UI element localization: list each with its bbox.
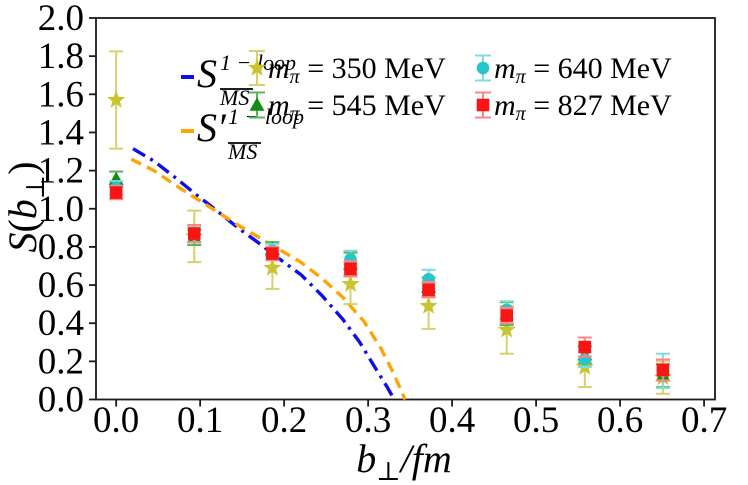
x-tick-label: 0.6: [597, 400, 643, 441]
marker-mpi-827: [656, 363, 670, 377]
legend-marker-mpi-640: [476, 61, 490, 75]
y-tick-label: 0.6: [38, 265, 84, 306]
marker-mpi-827: [500, 309, 514, 322]
y-tick-label: 1.4: [38, 112, 84, 153]
marker-mpi-350: [263, 258, 282, 276]
legend-curve-label-S-MSbar-1loop: S: [197, 51, 217, 96]
y-tick-label: 2.0: [38, 0, 84, 39]
legend-marker-mpi-827: [476, 98, 490, 112]
legend-marker-mpi-350: [247, 58, 267, 76]
x-tick-label: 0.2: [261, 400, 307, 441]
y-tick-label: 1.2: [38, 151, 84, 192]
curve-S-MSbar-1loop: [132, 147, 396, 401]
series-mpi-827: [109, 184, 670, 382]
legend-curve-sup: 1 − loop: [228, 104, 304, 129]
marker-mpi-827: [422, 283, 435, 297]
marker-mpi-350: [107, 90, 126, 108]
x-axis-label: b⊥/fm: [356, 436, 452, 485]
x-tick-label: 0.3: [345, 400, 391, 441]
marker-mpi-827: [578, 340, 592, 354]
marker-mpi-827: [187, 227, 201, 240]
y-axis: 0.00.20.40.60.81.01.21.41.61.82.0: [38, 0, 96, 421]
marker-mpi-350: [419, 296, 438, 314]
marker-mpi-350: [341, 274, 360, 292]
legend-series-label-mpi-640: mπ = 640 MeV: [494, 52, 672, 88]
y-axis-label: S(b⊥): [0, 161, 50, 252]
y-axis-label-group: S(b⊥): [0, 161, 50, 252]
x-tick-label: 0.5: [513, 400, 559, 441]
legend-marker-mpi-545: [249, 97, 265, 111]
y-tick-label: 0.4: [38, 303, 84, 344]
x-axis: 0.0 0.1 0.2 0.3 0.4 0.5 0.6 0.7: [93, 399, 727, 441]
x-tick-label: 0.7: [681, 400, 727, 441]
marker-mpi-640: [344, 252, 357, 266]
x-tick-label: 0.0: [93, 400, 139, 441]
y-tick-label: 1.8: [38, 36, 84, 77]
y-tick-label: 0.8: [38, 227, 84, 268]
y-tick-label: 1.6: [38, 74, 84, 115]
marker-mpi-350: [497, 320, 516, 338]
y-tick-label: 1.0: [38, 189, 84, 230]
x-tick-label: 0.4: [429, 400, 475, 441]
legend-series-label-mpi-827: mπ = 827 MeV: [494, 89, 672, 125]
y-tick-label: 0.2: [38, 341, 84, 382]
x-tick-label: 0.1: [177, 400, 223, 441]
marker-mpi-827: [266, 247, 279, 260]
marker-mpi-827: [344, 262, 357, 276]
legend-curve-label-S-prime-MSbar-1loop: S′: [197, 105, 227, 150]
legend-series-label-mpi-545: mπ = 545 MeV: [268, 89, 446, 125]
marker-mpi-827: [109, 186, 123, 199]
y-tick-label: 0.0: [38, 380, 84, 421]
legend-series-label-mpi-350: mπ = 350 MeV: [268, 52, 446, 88]
curve-S-prime-MSbar-1loop: [130, 157, 407, 401]
